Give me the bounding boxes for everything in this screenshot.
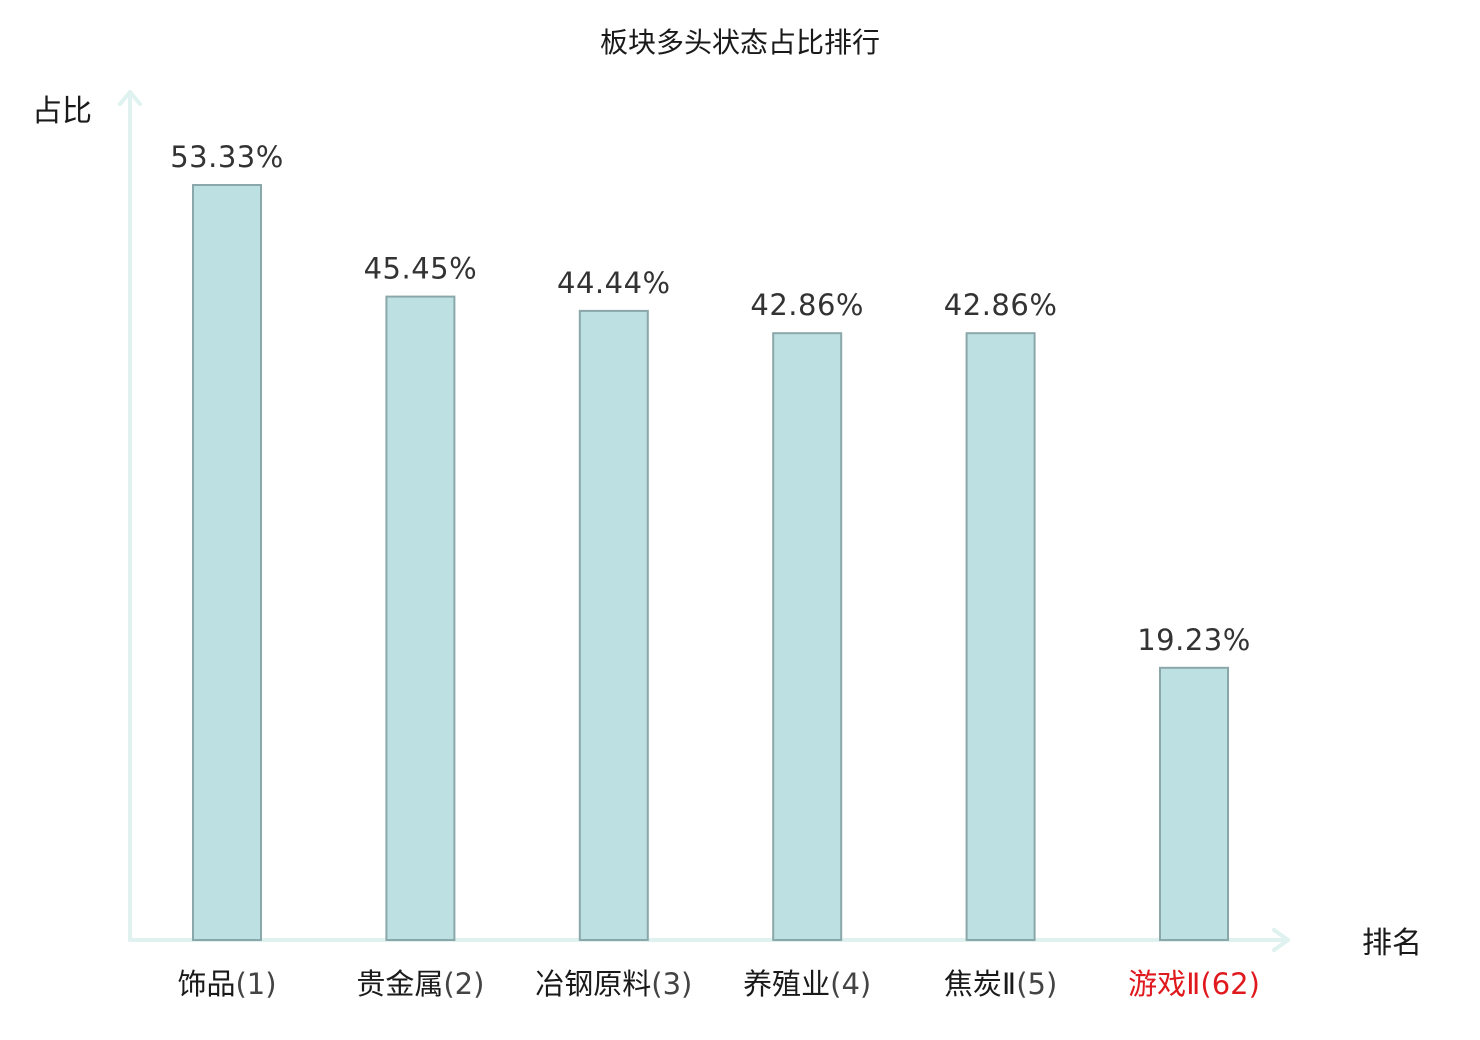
category-label-1: 饰品(1) [177,967,276,1001]
category-label-2: 贵金属(2) [356,967,484,1001]
bar-3 [578,309,649,941]
category-name-6: 游戏Ⅱ [1128,967,1200,1001]
value-label-5: 42.86% [944,288,1058,322]
y-axis-label: 占比 [32,94,92,129]
bar-2 [385,295,456,942]
bar-5 [965,332,1036,941]
chart-title: 板块多头状态占比排行 [600,26,880,59]
category-rank-2: (2) [443,967,484,1001]
category-rank-1: (1) [235,967,276,1001]
category-labels: 饰品(1) 贵金属(2) 冶钢原料(3) 养殖业(4) 焦炭Ⅱ(5) 游戏Ⅱ(62) [177,967,1259,1001]
value-label-1: 53.33% [170,140,284,174]
y-axis [118,90,142,942]
value-label-2: 45.45% [364,252,478,286]
x-axis [128,928,1290,952]
value-label-6: 19.23% [1137,623,1251,657]
category-label-6: 游戏Ⅱ(62) [1128,967,1260,1001]
category-name-1: 饰品 [177,967,235,1001]
category-name-5: 焦炭Ⅱ [944,967,1016,1001]
category-rank-5: (5) [1016,967,1057,1001]
category-rank-6: (62) [1200,967,1260,1001]
category-name-2: 贵金属 [356,967,443,1001]
category-label-5: 焦炭Ⅱ(5) [944,967,1057,1001]
bar-1 [192,184,262,941]
category-rank-4: (4) [830,967,871,1001]
x-axis-label: 排名 [1362,926,1422,961]
value-label-4: 42.86% [750,288,864,322]
category-label-4: 养殖业(4) [743,967,871,1001]
category-name-3: 冶钢原料 [535,967,651,1001]
category-label-3: 冶钢原料(3) [535,967,692,1001]
value-label-3: 44.44% [557,266,671,300]
bar-series [192,184,1229,942]
bar-6 [1159,666,1229,941]
category-rank-3: (3) [651,967,692,1001]
value-labels: 53.33% 45.45% 44.44% 42.86% 42.86% 19.23% [170,140,1251,657]
category-name-4: 养殖业 [743,967,830,1001]
bar-4 [772,332,843,941]
